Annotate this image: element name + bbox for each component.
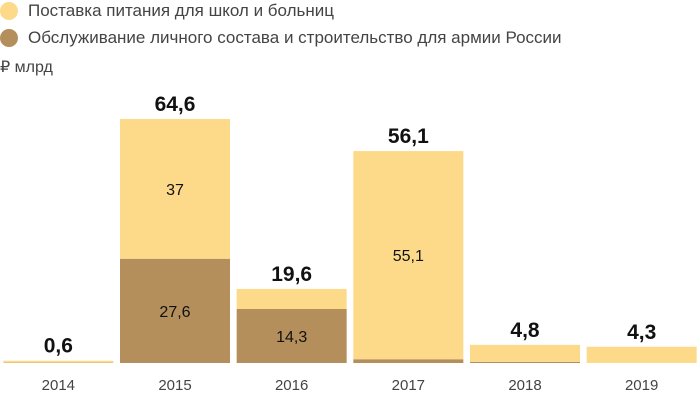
segment-label-2016-0: 14,3 bbox=[276, 329, 307, 346]
bar-segment-2018-0 bbox=[470, 361, 580, 363]
bar-segment-2015-0 bbox=[120, 258, 230, 363]
legend-label-army-services: Обслуживание личного состава и строитель… bbox=[28, 28, 562, 47]
bar-segment-2015-1 bbox=[120, 119, 230, 259]
total-label-2014: 0,6 bbox=[44, 335, 73, 358]
segment-label-2015-1: 37 bbox=[166, 182, 184, 199]
legend-swatch-food-supply bbox=[0, 2, 18, 20]
bar-segment-2014-1 bbox=[3, 360, 114, 363]
total-label-2015: 64,6 bbox=[155, 93, 196, 116]
bar-segment-2017-1 bbox=[353, 151, 464, 360]
legend-swatch-army-services bbox=[0, 29, 18, 47]
bar-segment-2018-1 bbox=[470, 344, 580, 362]
x-tick-2017: 2017 bbox=[392, 377, 425, 394]
total-label-2018: 4,8 bbox=[510, 319, 540, 342]
bar-segment-2017-0 bbox=[353, 359, 464, 363]
x-tick-2019: 2019 bbox=[625, 377, 658, 394]
legend-item-food-supply: Поставка питания для школ и больниц bbox=[0, 1, 334, 21]
segment-label-2015-0: 27,6 bbox=[159, 304, 190, 321]
bar-segment-2016-1 bbox=[236, 288, 347, 309]
x-tick-2018: 2018 bbox=[508, 377, 541, 394]
x-tick-2016: 2016 bbox=[275, 377, 308, 394]
total-label-2016: 19,6 bbox=[271, 263, 312, 286]
x-tick-2015: 2015 bbox=[158, 377, 191, 394]
bar-segment-2016-0 bbox=[236, 308, 347, 363]
unit-label: ₽ млрд bbox=[0, 59, 53, 76]
bar-segment-2019-1 bbox=[586, 346, 697, 363]
x-tick-2014: 2014 bbox=[42, 377, 75, 394]
segment-label-2017-1: 55,1 bbox=[393, 248, 424, 265]
legend-label-food-supply: Поставка питания для школ и больниц bbox=[28, 1, 334, 20]
total-label-2019: 4,3 bbox=[627, 321, 656, 344]
legend-item-army-services: Обслуживание личного состава и строитель… bbox=[0, 28, 562, 48]
total-label-2017: 56,1 bbox=[388, 125, 429, 148]
